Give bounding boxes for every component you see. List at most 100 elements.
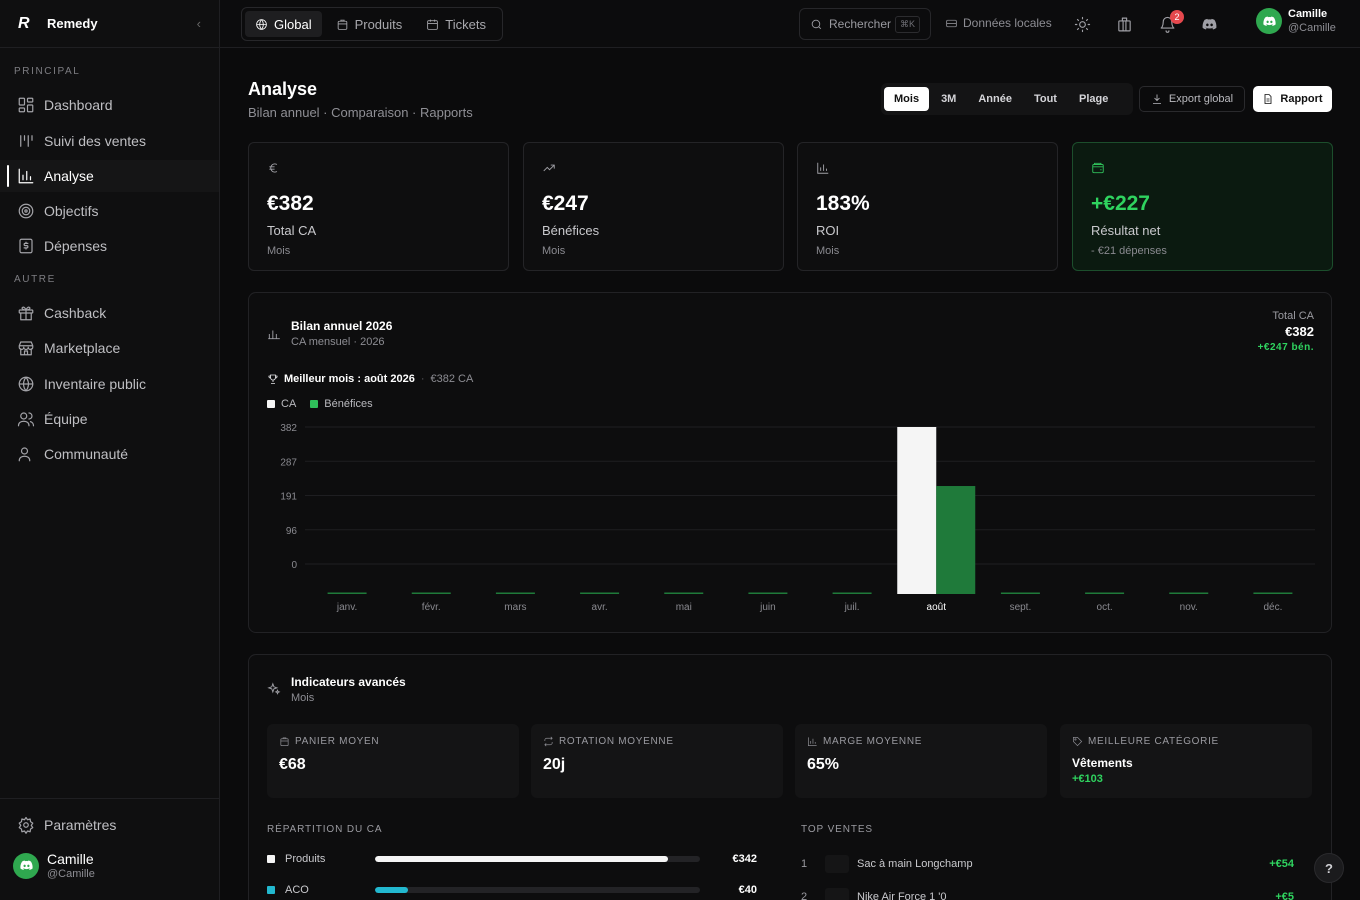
bar-benefices [1000,592,1040,594]
avatar [1256,8,1282,34]
file-icon [1264,94,1272,104]
repartition-track [375,856,700,862]
top-sale-rank: 2 [801,891,808,900]
top-sale-rank: 1 [801,858,808,870]
notifications-button[interactable]: 2 [1157,10,1184,34]
search-label: Rechercher [829,17,892,31]
gear-icon [16,815,36,835]
sidebar-item-label: Dépenses [44,238,108,254]
tally-icon [16,131,36,151]
user-menu[interactable]: Camille @Camille [1256,8,1336,34]
top-sales-title: TOP VENTES [801,824,873,835]
sidebar-item-depenses[interactable]: Dépenses [0,230,219,262]
annual-subtitle: CA mensuel · 2026 [291,336,385,348]
receipt-dollar-icon [16,236,36,256]
legend-item-ca[interactable]: CA [267,398,296,410]
sidebar-item-dashboard[interactable]: Dashboard [0,89,219,121]
kpi-card-resultat-net: +€227 Résultat net - €21 dépenses [1072,142,1333,271]
indicator-value: 20j [543,756,566,773]
notification-badge: 2 [1170,10,1184,24]
period-annee[interactable]: Année [978,93,1012,105]
store-icon [16,338,36,358]
sidebar-user[interactable]: Camille @Camille [13,851,95,880]
tab-global[interactable]: Global [245,11,322,37]
sidebar-item-sales-tracking[interactable]: Suivi des ventes [0,125,219,157]
period-tout[interactable]: Tout [1033,93,1057,105]
local-data-indicator[interactable]: Données locales [945,16,1052,30]
discord-icon [1262,16,1276,26]
legend-label: CA [281,398,297,410]
sidebar-item-objectifs[interactable]: Objectifs [0,195,219,227]
top-sale-profit: +€54 [1269,858,1294,870]
sun-icon [1074,16,1090,32]
sidebar-item-marketplace[interactable]: Marketplace [0,332,219,364]
sidebar-item-communaute[interactable]: Communauté [0,438,219,470]
indicator-label: MEILLEURE CATÉGORIE [1088,736,1219,747]
collapse-sidebar-icon[interactable]: ‹ [196,16,201,31]
sidebar-item-analyse[interactable]: Analyse [0,160,219,192]
indicators-title: Indicateurs avancés [291,675,406,689]
indicator-value: 65% [807,756,840,773]
bar-benefices [748,592,788,594]
product-thumbnail [825,888,849,900]
tab-tickets[interactable]: Tickets [416,11,496,37]
gift-icon [16,303,36,323]
bar-benefices [936,486,976,594]
bar-benefices [1253,592,1293,594]
tab-produits[interactable]: Produits [326,11,413,37]
topbar: Global Produits Tickets Rechercher ⌘K Do… [220,0,1360,48]
bell-icon [1160,16,1174,33]
period-selector: Mois 3M Année Tout Plage [881,83,1133,115]
globe-icon [16,374,36,394]
export-global-button[interactable]: Export global [1139,86,1245,112]
indicator-label: ROTATION MOYENNE [559,736,674,747]
x-tick-label: avr. [592,602,608,613]
top-sale-row[interactable]: 2 Nike Air Force 1 '0 +€5 [801,888,1294,900]
calendar-icon [427,19,439,30]
bar-chart-icon [16,166,36,186]
search-button[interactable]: Rechercher ⌘K [799,8,931,40]
bar-benefices [411,592,451,594]
top-sale-profit: +€5 [1275,891,1294,900]
legend-item-benefices[interactable]: Bénéfices [310,398,373,410]
sidebar-item-label: Communauté [44,446,129,462]
sidebar-item-public-inventory[interactable]: Inventaire public [0,368,219,400]
x-tick-label: févr. [422,602,441,613]
sidebar-item-parametres[interactable]: Paramètres [0,809,219,841]
sidebar: R Remedy ‹ PRINCIPAL Dashboard Suivi des… [0,0,220,900]
bag-icon [337,19,347,30]
scope-tabs: Global Produits Tickets [241,7,503,41]
repartition-value: €342 [732,853,757,865]
report-button[interactable]: Rapport [1253,86,1332,112]
bar-benefices [1085,592,1125,594]
repartition-swatch [267,855,275,863]
discord-button[interactable] [1199,14,1219,34]
help-button[interactable]: ? [1314,853,1344,883]
theme-toggle-button[interactable] [1072,14,1092,34]
annual-report-card: Bilan annuel 2026 CA mensuel · 2026 Tota… [248,292,1332,633]
bar-benefices [495,592,535,594]
user-name: Camille [1288,8,1328,20]
indicator-label: MARGE MOYENNE [823,736,923,747]
top-sale-row[interactable]: 1 Sac à main Longchamp +€54 [801,855,1294,873]
sidebar-item-cashback[interactable]: Cashback [0,297,219,329]
period-plage[interactable]: Plage [1078,93,1109,105]
x-tick-label: oct. [1097,602,1113,613]
legend-label: Bénéfices [324,398,373,410]
sidebar-item-equipe[interactable]: Équipe [0,403,219,435]
user-group-icon [16,444,36,464]
total-value: €382 [1285,324,1314,339]
sidebar-item-label: Cashback [44,305,107,321]
period-mois[interactable]: Mois [884,87,930,111]
tab-label: Tickets [445,16,486,32]
period-3m[interactable]: 3M [941,93,957,105]
gift-button[interactable] [1114,14,1134,34]
sidebar-item-label: Objectifs [44,203,99,219]
sidebar-item-label: Inventaire public [44,376,146,392]
annual-header: Bilan annuel 2026 CA mensuel · 2026 [267,319,392,348]
kpi-sub: - €21 dépenses [1091,245,1167,257]
sidebar-item-label: Dashboard [44,97,113,113]
layout-grid-icon [16,95,36,115]
indicator-gain: +€103 [1072,773,1103,785]
kpi-value: €247 [542,192,589,215]
